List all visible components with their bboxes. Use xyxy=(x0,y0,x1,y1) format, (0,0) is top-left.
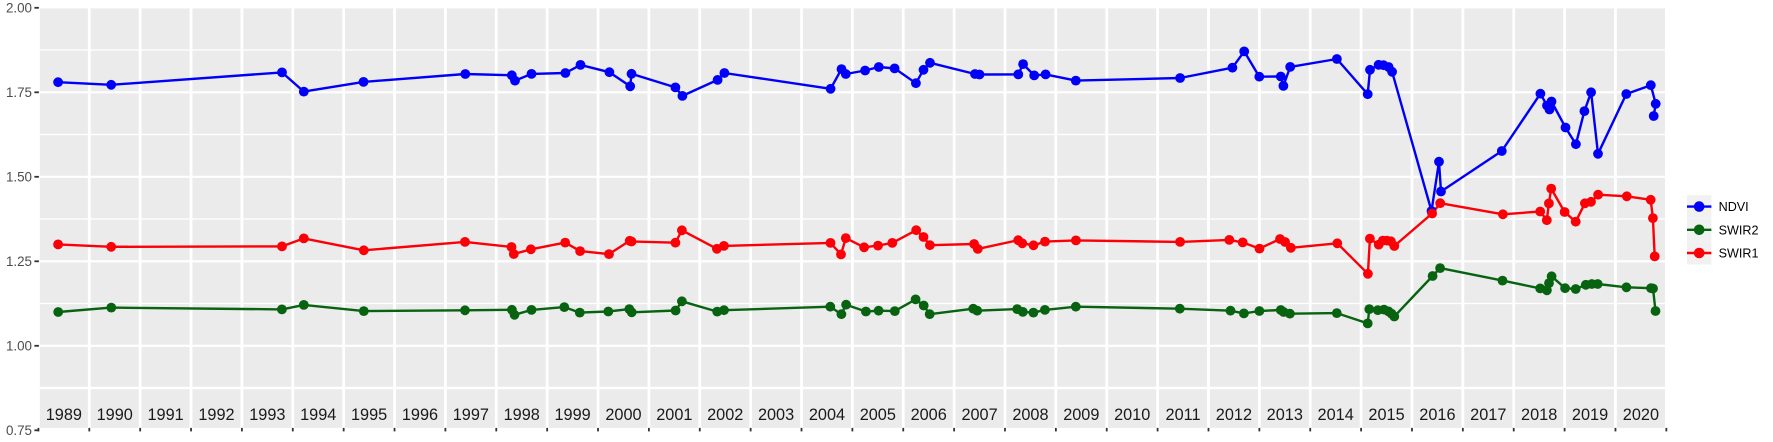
svg-text:2003: 2003 xyxy=(758,406,794,424)
svg-text:1994: 1994 xyxy=(300,406,336,424)
svg-text:2006: 2006 xyxy=(911,406,947,424)
svg-text:2014: 2014 xyxy=(1318,406,1354,424)
svg-text:2008: 2008 xyxy=(1012,406,1048,424)
svg-text:1.75: 1.75 xyxy=(6,85,32,100)
svg-text:2015: 2015 xyxy=(1368,406,1404,424)
svg-text:1995: 1995 xyxy=(351,406,387,424)
svg-text:1996: 1996 xyxy=(402,406,438,424)
svg-text:NDVI: NDVI xyxy=(1719,200,1749,214)
svg-text:2000: 2000 xyxy=(605,406,641,424)
svg-text:1.25: 1.25 xyxy=(6,254,32,269)
svg-text:2010: 2010 xyxy=(1114,406,1150,424)
svg-text:2013: 2013 xyxy=(1267,406,1303,424)
svg-text:1990: 1990 xyxy=(97,406,133,424)
svg-text:1.00: 1.00 xyxy=(6,338,32,353)
svg-text:2019: 2019 xyxy=(1572,406,1608,424)
svg-text:1992: 1992 xyxy=(198,406,234,424)
svg-text:2005: 2005 xyxy=(860,406,896,424)
svg-text:1991: 1991 xyxy=(147,406,183,424)
svg-text:2020: 2020 xyxy=(1623,406,1659,424)
svg-text:1.50: 1.50 xyxy=(6,169,32,184)
svg-text:2004: 2004 xyxy=(809,406,845,424)
svg-text:2017: 2017 xyxy=(1470,406,1506,424)
svg-text:1993: 1993 xyxy=(249,406,285,424)
svg-text:2002: 2002 xyxy=(707,406,743,424)
svg-text:2012: 2012 xyxy=(1216,406,1252,424)
svg-text:1997: 1997 xyxy=(453,406,489,424)
svg-text:2007: 2007 xyxy=(961,406,997,424)
svg-text:1999: 1999 xyxy=(554,406,590,424)
svg-text:1989: 1989 xyxy=(46,406,82,424)
svg-text:SWIR2: SWIR2 xyxy=(1719,223,1759,237)
svg-text:SWIR1: SWIR1 xyxy=(1719,247,1759,261)
svg-text:2.00: 2.00 xyxy=(6,0,32,15)
svg-text:2016: 2016 xyxy=(1419,406,1455,424)
svg-text:2009: 2009 xyxy=(1063,406,1099,424)
svg-text:1998: 1998 xyxy=(504,406,540,424)
svg-text:2018: 2018 xyxy=(1521,406,1557,424)
svg-text:2001: 2001 xyxy=(656,406,692,424)
svg-text:2011: 2011 xyxy=(1166,406,1201,424)
svg-text:0.75: 0.75 xyxy=(6,423,32,438)
